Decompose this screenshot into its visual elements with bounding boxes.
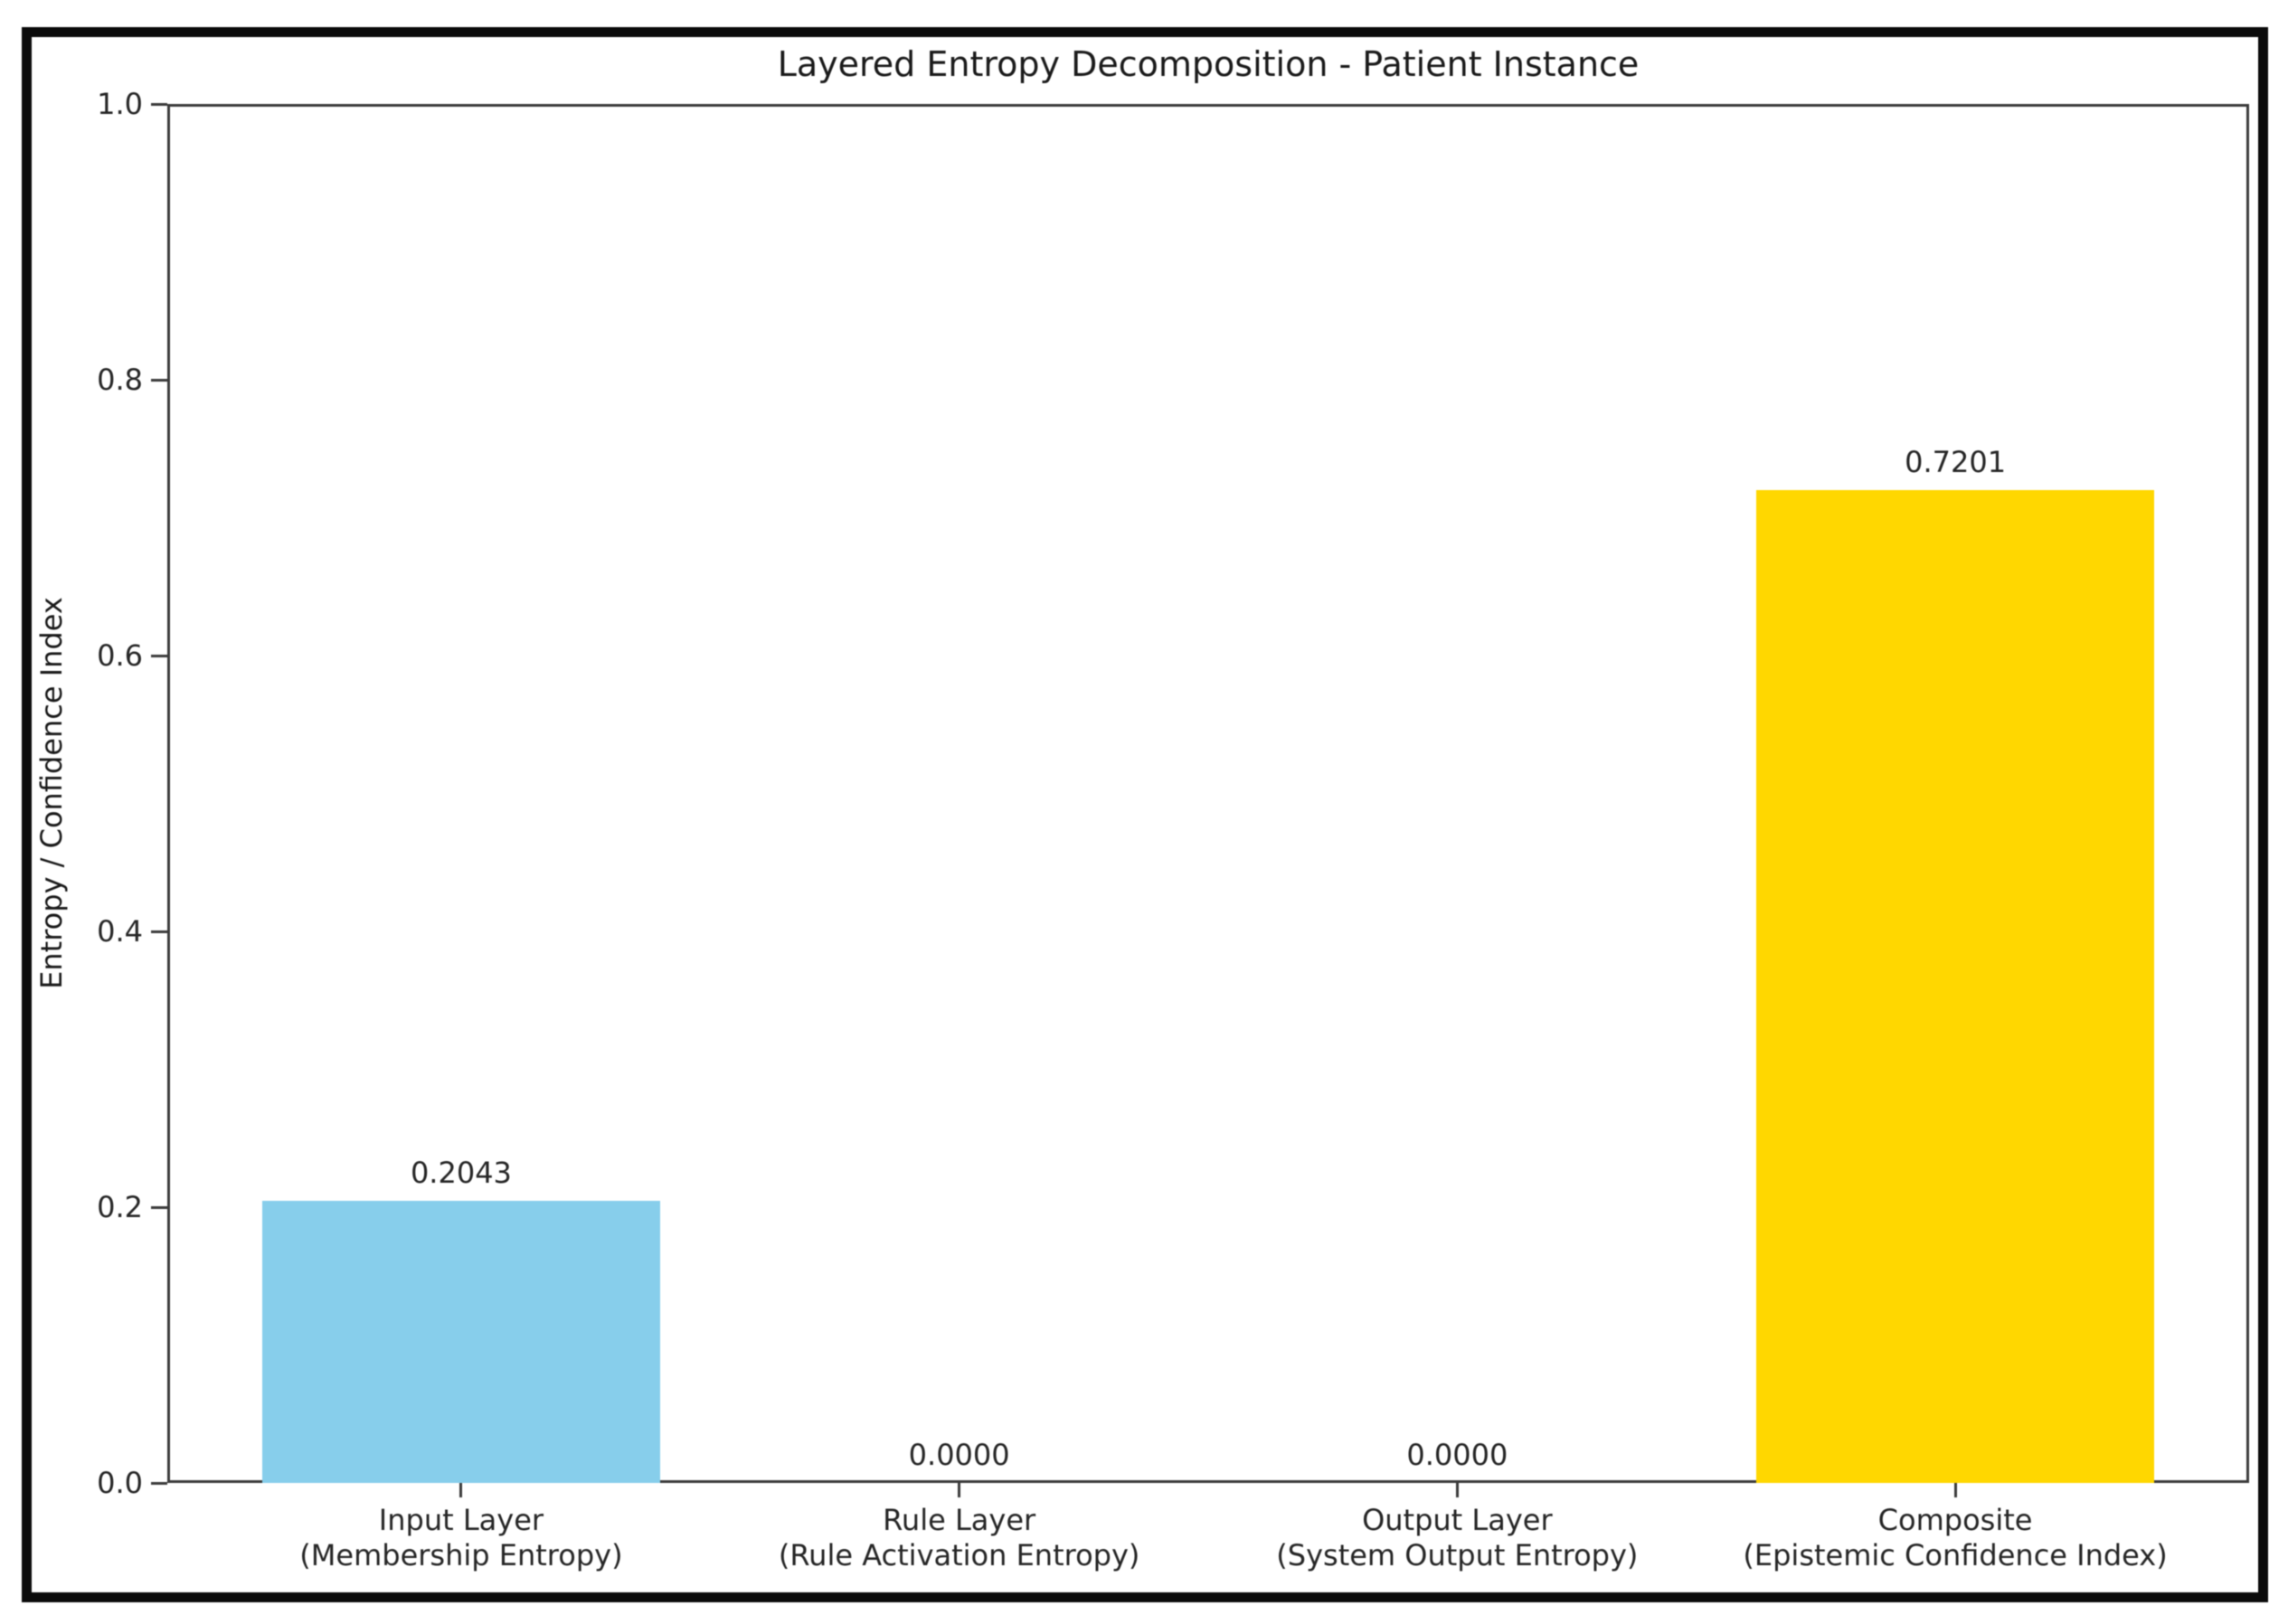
y-tick-label: 0.2 [97,1190,143,1224]
bar [1755,489,2155,1483]
bar [261,1201,661,1483]
bar-value-label: 0.0000 [908,1438,1010,1472]
x-tick-label-line: (System Output Entropy) [1276,1538,1639,1572]
x-tick-label-line: (Epistemic Confidence Index) [1743,1538,2168,1572]
x-tick-label-line: Rule Layer [883,1503,1036,1537]
y-tick-label: 0.8 [97,363,143,397]
x-tick-label: Output Layer (System Output Entropy) [1163,1503,1751,1573]
y-tick-mark [151,1205,167,1209]
bar-value-label: 0.2043 [410,1156,512,1191]
y-tick-label: 1.0 [97,87,143,121]
y-tick-label: 0.0 [97,1466,143,1500]
x-tick-label-line: Composite [1877,1503,2033,1537]
y-tick-label: 0.4 [97,914,143,949]
y-tick-mark [151,378,167,382]
bar-value-label: 0.7201 [1905,444,2007,479]
chart-title: Layered Entropy Decomposition - Patient … [777,44,1640,84]
y-tick-mark [151,1481,167,1485]
x-tick-mark [1455,1483,1459,1497]
y-tick-mark [151,102,167,106]
x-tick-label: Input Layer (Membership Entropy) [167,1503,755,1573]
x-tick-mark [459,1483,463,1497]
x-tick-mark [958,1483,961,1497]
y-tick-mark [151,654,167,657]
x-tick-label: Rule Layer (Rule Activation Entropy) [666,1503,1253,1573]
x-tick-mark [1953,1483,1957,1497]
x-tick-label-line: (Rule Activation Entropy) [778,1538,1140,1572]
x-tick-label-line: (Membership Entropy) [299,1538,623,1572]
x-tick-label: Composite (Epistemic Confidence Index) [1661,1503,2249,1573]
x-tick-label-line: Input Layer [378,1503,544,1537]
y-tick-mark [151,930,167,933]
x-tick-label-line: Output Layer [1362,1503,1553,1537]
y-tick-label: 0.6 [97,638,143,673]
bar-value-label: 0.0000 [1406,1438,1508,1472]
